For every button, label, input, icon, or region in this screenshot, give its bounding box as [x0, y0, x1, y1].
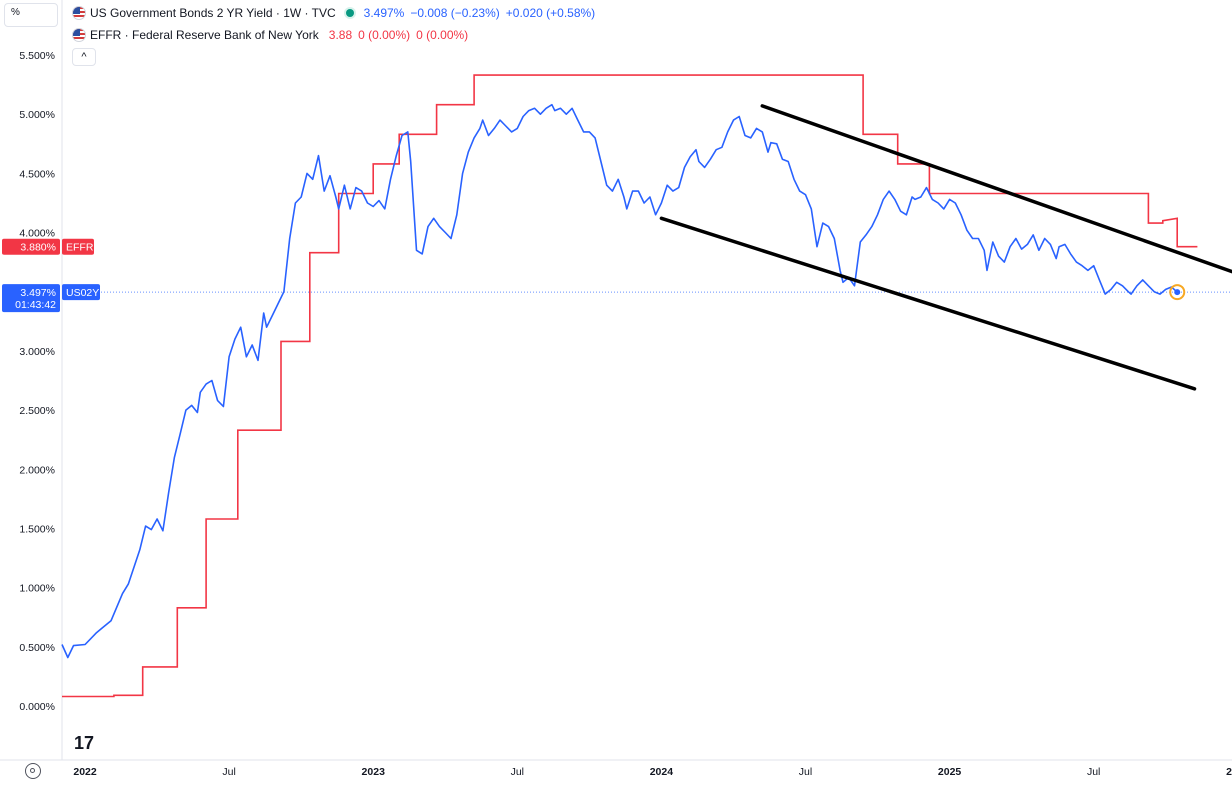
legend-us02y-value: 3.497%	[363, 6, 405, 20]
x-tick-label: Jul	[799, 766, 812, 778]
legend-effr[interactable]: EFFR · Federal Reserve Bank of New York …	[72, 26, 474, 44]
y-tick-label: 3.000%	[19, 346, 55, 358]
legend-us02y-extended-change: +0.020 (+0.58%)	[505, 6, 596, 20]
x-tick-label: Jul	[511, 766, 524, 778]
last-point-highlight	[1169, 284, 1186, 301]
us02y-countdown: 01:43:42	[15, 299, 56, 311]
effr-tag-bg	[62, 238, 94, 255]
price-scale-unit: %	[11, 7, 20, 18]
us-flag-icon	[72, 28, 86, 42]
legend-us02y-name: US Government Bonds 2 YR Yield · 1W · TV…	[90, 6, 336, 20]
us02y-price-label-bg	[2, 284, 60, 313]
y-tick-label: 4.000%	[19, 228, 55, 240]
us-flag-icon	[72, 6, 86, 20]
legend-us02y-change: −0.008 (−0.23%)	[410, 6, 500, 20]
y-tick-label: 4.500%	[19, 168, 55, 180]
x-tick-label: 2023	[362, 766, 386, 778]
y-tick-label: 2.000%	[19, 464, 55, 476]
effr-price-label: 3.880%	[20, 242, 56, 254]
legend-effr-extended-change: 0 (0.00%)	[416, 28, 469, 42]
series-line-effr[interactable]	[62, 74, 1198, 698]
trendline-upper[interactable]	[760, 104, 1232, 274]
us02y-tag-bg	[62, 284, 100, 301]
y-tick-label: 0.500%	[19, 642, 55, 654]
last-point-dot	[1174, 289, 1181, 296]
us02y-price-label: 3.497%	[20, 287, 56, 299]
y-tick-label: 2.500%	[19, 405, 55, 417]
legend-us02y[interactable]: US Government Bonds 2 YR Yield · 1W · TV…	[72, 4, 601, 22]
legend-effr-name: EFFR · Federal Reserve Bank of New York	[90, 28, 319, 42]
y-tick-label: 1.500%	[19, 523, 55, 535]
effr-tag: EFFR	[66, 242, 94, 254]
collapse-legend-button[interactable]: ^	[72, 48, 96, 66]
x-tick-label: 2024	[650, 766, 674, 778]
tradingview-logo: 17	[74, 733, 95, 753]
chevron-up-icon: ^	[81, 51, 87, 63]
x-tick-label: 2026	[1226, 766, 1232, 778]
price-labels: 3.880% EFFR 3.497%01:43:42 US02Y	[2, 238, 100, 313]
y-tick-label: 5.500%	[19, 50, 55, 62]
x-tick-label: 2025	[938, 766, 962, 778]
x-tick-label: Jul	[222, 766, 235, 778]
us02y-tag: US02Y	[66, 287, 99, 299]
x-tick-label: 2022	[73, 766, 97, 778]
settings-icon[interactable]	[25, 763, 41, 779]
y-tick-label: 1.000%	[19, 583, 55, 595]
effr-price-label-bg	[2, 238, 60, 255]
legend-effr-change: 0 (0.00%)	[358, 28, 411, 42]
y-tick-label: 0.000%	[19, 701, 55, 713]
series-line-us02y[interactable]	[61, 103, 1178, 659]
price-scale-mode-toggle[interactable]: %	[4, 3, 58, 27]
y-axis[interactable]: 0.000% 0.500% 1.000% 1.500% 2.000% 2.500% 3.00…	[19, 50, 55, 713]
x-tick-label: Jul	[1087, 766, 1100, 778]
legend-effr-value: 3.88	[328, 28, 353, 42]
y-tick-label: 5.000%	[19, 109, 55, 121]
trendline-lower[interactable]	[659, 216, 1197, 391]
plot-area[interactable]	[61, 74, 1232, 698]
market-open-icon	[345, 9, 354, 17]
x-axis[interactable]: 2022 Jul 2023 Jul 2024 Jul 2025 Jul 2026	[73, 766, 1232, 778]
